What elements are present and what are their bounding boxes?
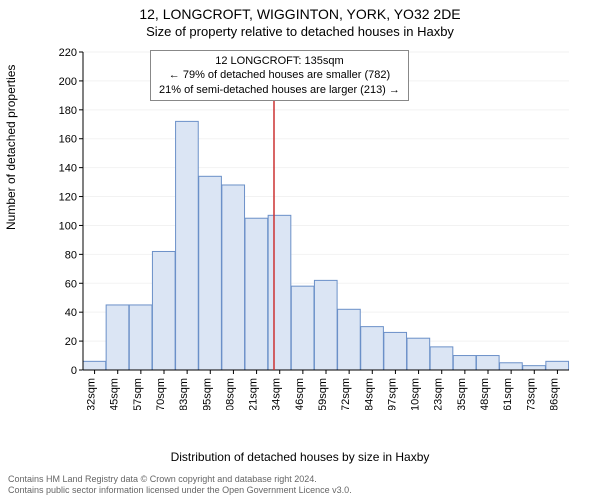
svg-text:83sqm: 83sqm — [178, 378, 190, 410]
footer-line-2: Contains public sector information licen… — [8, 485, 352, 496]
svg-text:200: 200 — [59, 76, 77, 88]
svg-text:40: 40 — [65, 307, 77, 319]
svg-text:32sqm: 32sqm — [86, 378, 98, 410]
svg-text:210sqm: 210sqm — [410, 378, 422, 410]
svg-text:146sqm: 146sqm — [294, 378, 306, 410]
svg-text:80: 80 — [65, 249, 77, 261]
svg-text:159sqm: 159sqm — [317, 378, 329, 410]
chart-container: 12, LONGCROFT, WIGGINTON, YORK, YO32 2DE… — [0, 0, 600, 500]
svg-text:20: 20 — [65, 336, 77, 348]
chart-area: 0 20 40 60 80 100 120 140 160 180 200 220 32sqm 45sqm… — [55, 48, 575, 410]
svg-text:121sqm: 121sqm — [248, 378, 260, 410]
svg-text:160: 160 — [59, 134, 77, 146]
svg-text:108sqm: 108sqm — [224, 378, 236, 410]
annotation-line-1: 12 LONGCROFT: 135sqm — [159, 54, 400, 68]
svg-text:95sqm: 95sqm — [201, 378, 213, 410]
svg-text:45sqm: 45sqm — [109, 378, 121, 410]
svg-text:172sqm: 172sqm — [340, 378, 352, 410]
svg-text:120: 120 — [59, 192, 77, 204]
chart-subtitle: Size of property relative to detached ho… — [0, 22, 600, 39]
svg-text:70sqm: 70sqm — [155, 378, 167, 410]
svg-text:134sqm: 134sqm — [271, 378, 283, 410]
annotation-box: 12 LONGCROFT: 135sqm ← 79% of detached h… — [150, 50, 409, 101]
svg-text:223sqm: 223sqm — [433, 378, 445, 410]
svg-text:220: 220 — [59, 48, 77, 59]
svg-text:184sqm: 184sqm — [363, 378, 375, 410]
svg-text:248sqm: 248sqm — [479, 378, 491, 410]
svg-text:57sqm: 57sqm — [132, 378, 144, 410]
svg-text:100: 100 — [59, 220, 77, 232]
footer: Contains HM Land Registry data © Crown c… — [8, 474, 352, 497]
svg-text:140: 140 — [59, 163, 77, 175]
svg-text:273sqm: 273sqm — [525, 378, 537, 410]
annotation-line-3: 21% of semi-detached houses are larger (… — [159, 83, 400, 97]
svg-text:235sqm: 235sqm — [456, 378, 468, 410]
svg-text:180: 180 — [59, 105, 77, 117]
x-axis-title: Distribution of detached houses by size … — [0, 450, 600, 464]
y-axis-title: Number of detached properties — [4, 65, 18, 230]
svg-text:197sqm: 197sqm — [386, 378, 398, 410]
footer-line-1: Contains HM Land Registry data © Crown c… — [8, 474, 352, 485]
svg-text:261sqm: 261sqm — [502, 378, 514, 410]
svg-text:286sqm: 286sqm — [548, 378, 560, 410]
svg-text:60: 60 — [65, 278, 77, 290]
svg-text:0: 0 — [71, 365, 77, 377]
annotation-line-2: ← 79% of detached houses are smaller (78… — [159, 68, 400, 82]
chart-title: 12, LONGCROFT, WIGGINTON, YORK, YO32 2DE — [0, 0, 600, 22]
histogram-plot: 0 20 40 60 80 100 120 140 160 180 200 220 32sqm 45sqm… — [55, 48, 575, 410]
